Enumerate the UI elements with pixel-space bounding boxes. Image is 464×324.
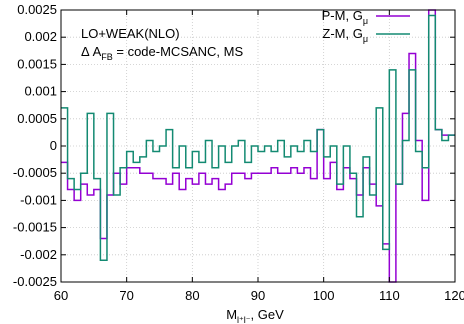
legend-label-0: P-M, Gμ: [322, 8, 368, 26]
axis-ticks: [60, 9, 456, 283]
series-layer: [61, 9, 455, 283]
series-line-0: [61, 9, 455, 283]
y-tick-label: 0: [50, 138, 57, 153]
annotation-line2: Δ AFB = code-MCSANC, MS: [81, 44, 243, 62]
x-axis-label: Ml⁺l⁻, GeV: [226, 307, 284, 324]
x-tick-labels: 60 70 80 90 100 110 120: [54, 288, 464, 303]
y-tick-label: -0.001: [20, 192, 57, 207]
x-tick-label: 100: [313, 288, 335, 303]
x-tick-label: 110: [379, 288, 400, 303]
y-tick-label: -0.0005: [13, 165, 57, 180]
annotation-line1: LO+WEAK(NLO): [81, 26, 180, 41]
x-tick-label: 60: [54, 288, 68, 303]
y-tick-label: 0.0015: [17, 56, 57, 71]
series-line-1: [61, 14, 455, 261]
y-tick-label: -0.0015: [13, 220, 57, 235]
y-tick-label: -0.0025: [13, 274, 57, 289]
x-tick-label: 80: [185, 288, 199, 303]
x-tick-label: 70: [119, 288, 133, 303]
y-tick-label: 0.001: [24, 84, 57, 99]
legend: P-M, Gμ Z-M, Gμ: [322, 8, 410, 44]
y-tick-label: -0.002: [20, 247, 57, 262]
x-tick-label: 90: [251, 288, 265, 303]
x-tick-label: 120: [444, 288, 464, 303]
y-tick-labels: -0.0025 -0.002 -0.0015 -0.001 -0.0005 0 0.0005…: [13, 2, 57, 289]
y-tick-label: 0.0005: [17, 111, 57, 126]
y-tick-label: 0.002: [24, 29, 57, 44]
legend-label-1: Z-M, Gμ: [322, 26, 368, 44]
y-tick-label: 0.0025: [17, 2, 57, 17]
